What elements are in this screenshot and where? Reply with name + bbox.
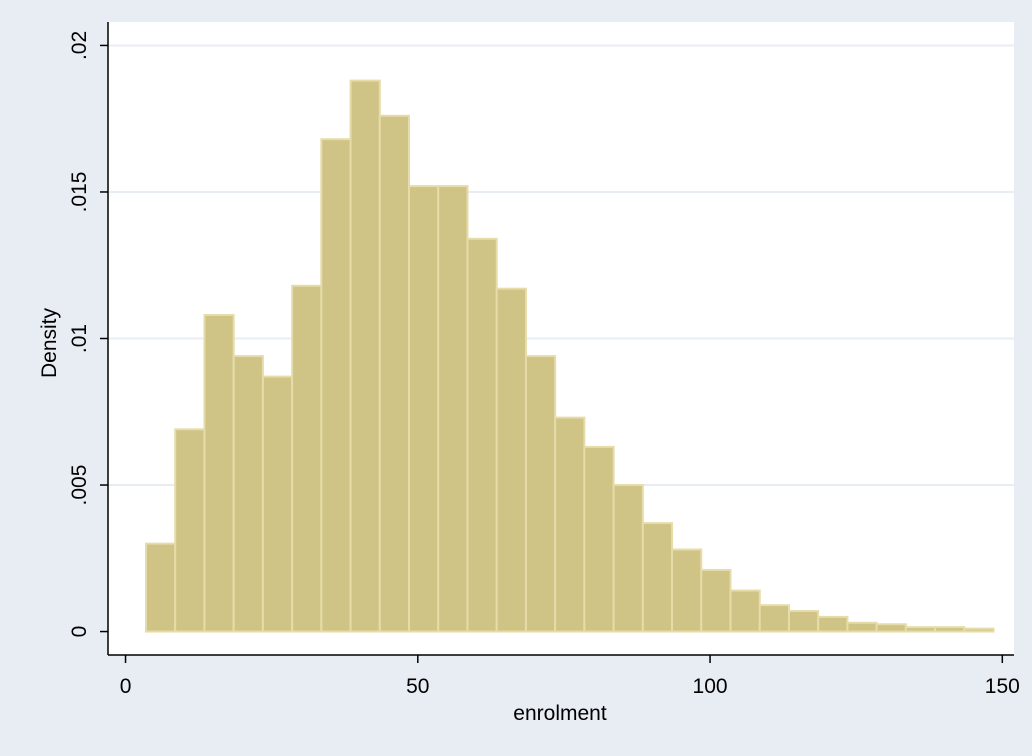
y-tick-label: 0 xyxy=(68,626,91,638)
y-tick-label: .02 xyxy=(68,31,91,60)
histogram-bar xyxy=(671,548,703,633)
histogram-bar xyxy=(612,484,644,633)
histogram-bar xyxy=(495,287,527,633)
x-tick-label: 100 xyxy=(693,675,728,698)
histogram-bar xyxy=(466,237,498,633)
x-axis-label: enrolment xyxy=(513,702,607,725)
histogram-bar xyxy=(554,416,586,633)
histogram-bar xyxy=(904,626,937,633)
x-tick-label: 150 xyxy=(985,675,1020,698)
histogram-bar xyxy=(758,604,790,633)
histogram-bar xyxy=(729,589,761,633)
histogram-bar xyxy=(524,355,557,633)
histogram-bar xyxy=(291,284,323,633)
histogram-bar xyxy=(408,185,440,633)
x-tick-label: 0 xyxy=(120,675,132,698)
histogram-bar xyxy=(700,569,732,633)
ticks: 0 .005 .01 .015 .02 0 50 100 150 xyxy=(68,31,1020,698)
bars xyxy=(144,79,995,633)
histogram-bar xyxy=(174,428,206,633)
histogram-bar xyxy=(817,615,849,633)
histogram-bar xyxy=(846,621,878,633)
histogram-bar xyxy=(203,314,235,633)
x-tick-label: 50 xyxy=(406,675,429,698)
y-tick-label: .015 xyxy=(68,172,91,213)
histogram-bar xyxy=(963,627,995,633)
histogram-bar xyxy=(641,522,674,633)
y-axis-label: Density xyxy=(38,307,61,378)
histogram-bar xyxy=(437,185,469,633)
histogram-bar xyxy=(934,626,966,633)
histogram-bar xyxy=(232,355,264,633)
histogram-bar xyxy=(787,610,820,633)
histogram-bar xyxy=(583,445,615,633)
y-tick-label: .01 xyxy=(68,324,91,353)
histogram-bar xyxy=(875,623,907,633)
histogram-bar xyxy=(320,138,352,633)
histogram-bar xyxy=(144,542,177,633)
y-tick-label: .005 xyxy=(68,465,91,506)
histogram-bar xyxy=(378,114,411,633)
histogram-bar xyxy=(349,79,381,633)
histogram-bar xyxy=(261,375,294,633)
